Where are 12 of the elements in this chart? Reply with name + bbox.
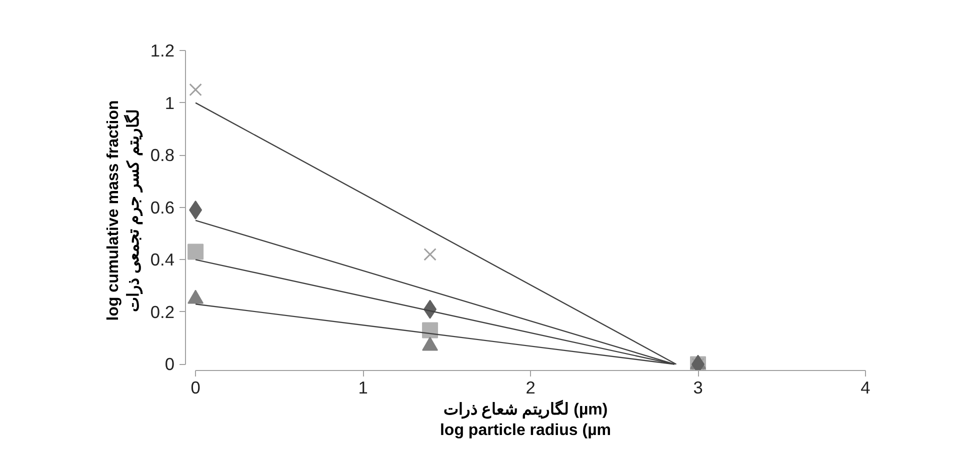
x-tick-label: 3: [693, 378, 703, 398]
y-tick-label: 0.2: [150, 302, 175, 322]
y-tick-label: 0.8: [150, 145, 175, 166]
x-tick-label: 4: [860, 378, 871, 398]
y-tick-label: 0: [164, 354, 175, 374]
x-tick-label: 0: [190, 378, 200, 398]
x-tick-label: 2: [526, 378, 536, 398]
y-tick-label: 1: [164, 92, 175, 113]
y-tick-label: 0.4: [150, 250, 175, 270]
y-tick-label: 0.6: [150, 197, 175, 218]
y-tick-label: 1.2: [150, 40, 175, 60]
x-tick-label: 1: [358, 378, 368, 398]
